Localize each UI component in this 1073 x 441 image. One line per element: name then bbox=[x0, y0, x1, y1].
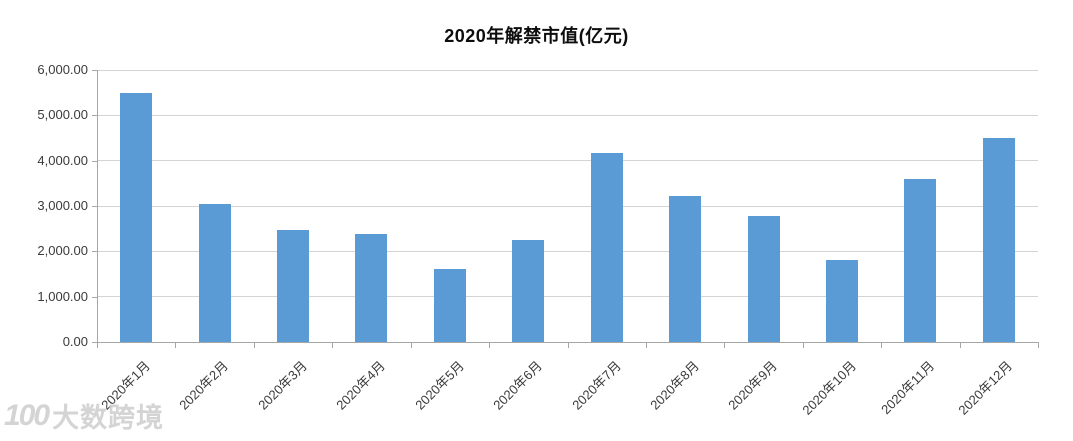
x-axis-tick bbox=[567, 342, 569, 348]
x-axis-tick bbox=[1038, 342, 1039, 348]
plot-area bbox=[97, 69, 1038, 342]
x-axis-label-text: 2020年1月 bbox=[98, 358, 153, 413]
bar-2020年1月 bbox=[120, 92, 153, 342]
x-axis-tick bbox=[410, 342, 412, 348]
y-axis-label: 6,000.00 bbox=[37, 62, 88, 77]
gridline bbox=[97, 250, 1038, 252]
y-axis-label: 4,000.00 bbox=[37, 152, 88, 168]
bar-2020年5月 bbox=[433, 269, 466, 342]
x-axis-label-text: 2020年8月 bbox=[647, 358, 702, 413]
x-axis-label-text: 2020年6月 bbox=[490, 358, 546, 413]
bar-2020年3月 bbox=[277, 229, 310, 342]
x-axis-tick bbox=[802, 342, 804, 348]
x-axis-label-text: 2020年10月 bbox=[799, 358, 859, 418]
bar-2020年6月 bbox=[512, 239, 545, 342]
y-axis-tick bbox=[92, 115, 97, 117]
x-axis-label-text: 2020年9月 bbox=[725, 358, 781, 413]
x-axis-tick bbox=[253, 342, 255, 348]
x-axis-label-text: 2020年12月 bbox=[955, 358, 1016, 418]
x-axis-tick bbox=[959, 342, 961, 348]
gridline bbox=[97, 296, 1038, 298]
bar-2020年10月 bbox=[825, 260, 858, 342]
y-axis-tick bbox=[92, 160, 97, 162]
x-axis-label-text: 2020年3月 bbox=[255, 358, 310, 413]
y-axis-tick bbox=[92, 206, 97, 207]
bar-2020年8月 bbox=[669, 195, 702, 342]
x-axis-tick bbox=[332, 342, 334, 348]
x-axis-label-text: 2020年4月 bbox=[333, 358, 389, 413]
x-axis-label-text: 2020年7月 bbox=[568, 358, 624, 413]
y-axis-label: 2,000.00 bbox=[37, 243, 88, 259]
bar-2020年12月 bbox=[982, 138, 1015, 342]
gridline bbox=[97, 160, 1038, 162]
x-axis-tick bbox=[881, 342, 883, 348]
chart-title: 2020年解禁市值(亿元) bbox=[444, 26, 629, 46]
x-axis-label-text: 2020年11月 bbox=[878, 358, 938, 418]
y-axis-label: 3,000.00 bbox=[37, 198, 88, 213]
y-axis-label: 0.00 bbox=[62, 334, 88, 349]
y-axis-label: 1,000.00 bbox=[37, 288, 88, 304]
gridline bbox=[97, 114, 1038, 116]
y-axis-tick bbox=[92, 251, 97, 253]
y-axis-tick bbox=[92, 296, 97, 298]
bar-2020年2月 bbox=[198, 203, 231, 342]
watermark-logo-icon: 100 bbox=[4, 398, 50, 432]
watermark: 100 大数跨境 bbox=[4, 396, 164, 435]
gridline bbox=[97, 69, 1038, 71]
bar-2020年11月 bbox=[904, 178, 937, 342]
x-axis-tick bbox=[175, 342, 177, 348]
y-axis-tick bbox=[92, 70, 97, 71]
y-axis-label: 5,000.00 bbox=[37, 107, 88, 123]
bar-2020年9月 bbox=[747, 215, 780, 342]
x-axis-tick bbox=[645, 342, 647, 348]
bar-2020年7月 bbox=[590, 152, 623, 342]
y-axis-line bbox=[97, 70, 98, 343]
bar-2020年4月 bbox=[355, 233, 388, 342]
y-axis-tick bbox=[92, 342, 97, 343]
x-axis-label-text: 2020年5月 bbox=[412, 358, 467, 413]
x-axis-tick bbox=[489, 342, 491, 348]
x-axis-label-text: 2020年2月 bbox=[176, 358, 232, 413]
gridline bbox=[97, 205, 1038, 207]
x-axis-tick bbox=[724, 342, 726, 348]
x-axis-tick bbox=[97, 342, 98, 348]
